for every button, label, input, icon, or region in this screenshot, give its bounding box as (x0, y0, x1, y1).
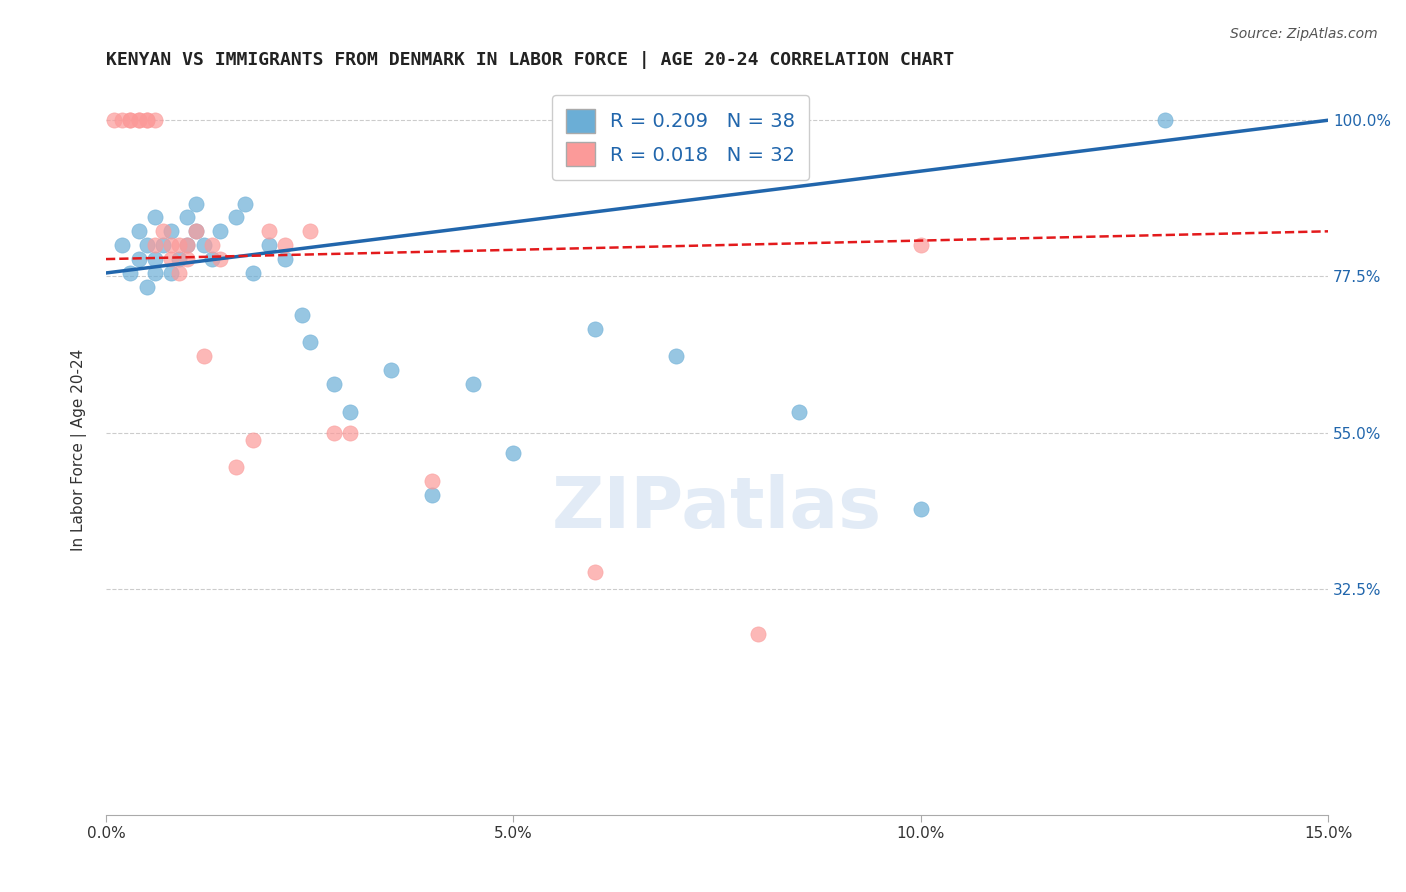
Point (209, 252, 232, 266)
Point (176, 238, 198, 252)
Point (290, 308, 312, 322)
Point (420, 488, 443, 502)
Point (120, 113, 142, 128)
Point (461, 377, 484, 392)
Point (111, 238, 134, 252)
Point (135, 238, 157, 252)
Point (176, 252, 198, 266)
Text: KENYAN VS IMMIGRANTS FROM DENMARK IN LABOR FORCE | AGE 20-24 CORRELATION CHART: KENYAN VS IMMIGRANTS FROM DENMARK IN LAB… (105, 51, 955, 69)
Point (225, 460, 247, 475)
Point (747, 627, 769, 641)
Point (184, 196, 207, 211)
Point (339, 405, 361, 419)
Point (201, 252, 224, 266)
Point (176, 211, 198, 225)
Point (1154, 113, 1177, 128)
Point (209, 224, 232, 238)
Point (135, 113, 157, 128)
Point (380, 363, 402, 377)
Point (160, 252, 183, 266)
Point (665, 349, 688, 363)
Point (169, 252, 191, 266)
Point (128, 113, 150, 128)
Point (242, 266, 264, 280)
Point (420, 475, 443, 489)
Point (176, 238, 198, 252)
Y-axis label: In Labor Force | Age 20-24: In Labor Force | Age 20-24 (72, 349, 87, 551)
Point (193, 238, 215, 252)
Point (583, 565, 606, 579)
Point (298, 224, 321, 238)
Point (225, 211, 247, 225)
Point (257, 224, 280, 238)
Point (135, 113, 157, 128)
Point (257, 238, 280, 252)
Point (184, 224, 207, 238)
Point (233, 196, 256, 211)
Point (143, 266, 166, 280)
Point (160, 266, 183, 280)
Point (339, 425, 361, 440)
Point (502, 446, 524, 460)
Point (143, 211, 166, 225)
Point (184, 224, 207, 238)
Point (274, 238, 297, 252)
Point (152, 224, 174, 238)
Point (160, 224, 183, 238)
Point (242, 433, 264, 447)
Point (193, 349, 215, 363)
Point (128, 252, 150, 266)
Point (274, 252, 297, 266)
Text: ZIPatlas: ZIPatlas (553, 474, 882, 543)
Point (135, 280, 157, 294)
Point (910, 238, 932, 252)
Point (787, 405, 810, 419)
Point (120, 266, 142, 280)
Point (169, 266, 191, 280)
Point (201, 238, 224, 252)
Legend: R = 0.209   N = 38, R = 0.018   N = 32: R = 0.209 N = 38, R = 0.018 N = 32 (553, 95, 808, 179)
Point (160, 238, 183, 252)
Point (298, 335, 321, 350)
Point (128, 113, 150, 128)
Point (323, 425, 346, 440)
Point (143, 252, 166, 266)
Point (169, 238, 191, 252)
Point (143, 238, 166, 252)
Point (143, 113, 166, 128)
Point (152, 238, 174, 252)
Point (583, 321, 606, 335)
Point (103, 113, 125, 128)
Point (323, 377, 346, 392)
Point (120, 113, 142, 128)
Text: Source: ZipAtlas.com: Source: ZipAtlas.com (1230, 27, 1378, 41)
Point (111, 113, 134, 128)
Point (910, 502, 932, 516)
Point (128, 224, 150, 238)
